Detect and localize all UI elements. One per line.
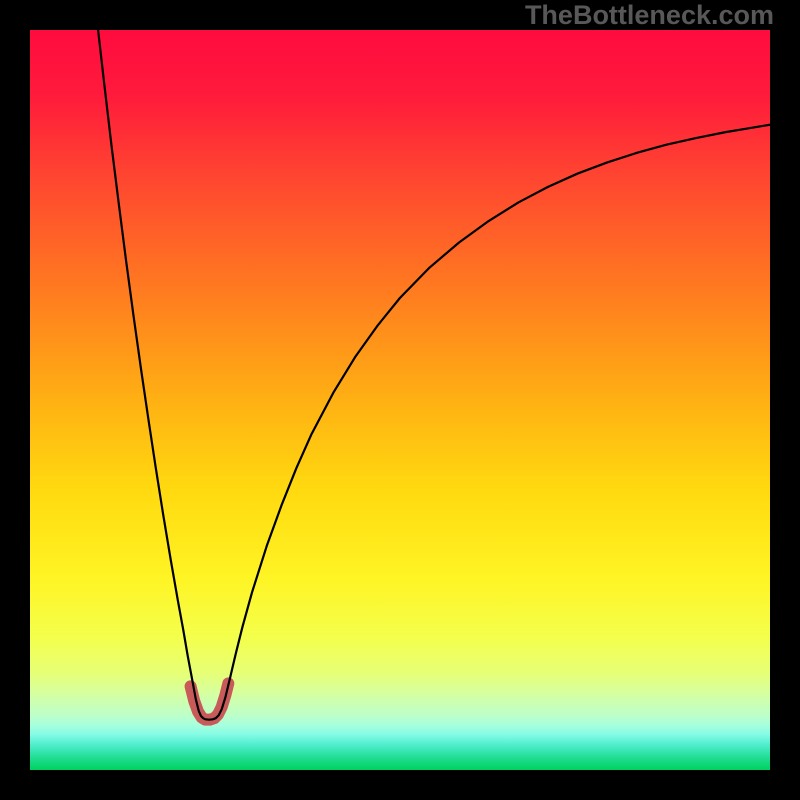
plot-area [30, 30, 770, 770]
watermark-text: TheBottleneck.com [525, 0, 774, 31]
bottleneck-curve [98, 30, 770, 720]
chart-frame: TheBottleneck.com [0, 0, 800, 800]
curve-layer [30, 30, 770, 770]
